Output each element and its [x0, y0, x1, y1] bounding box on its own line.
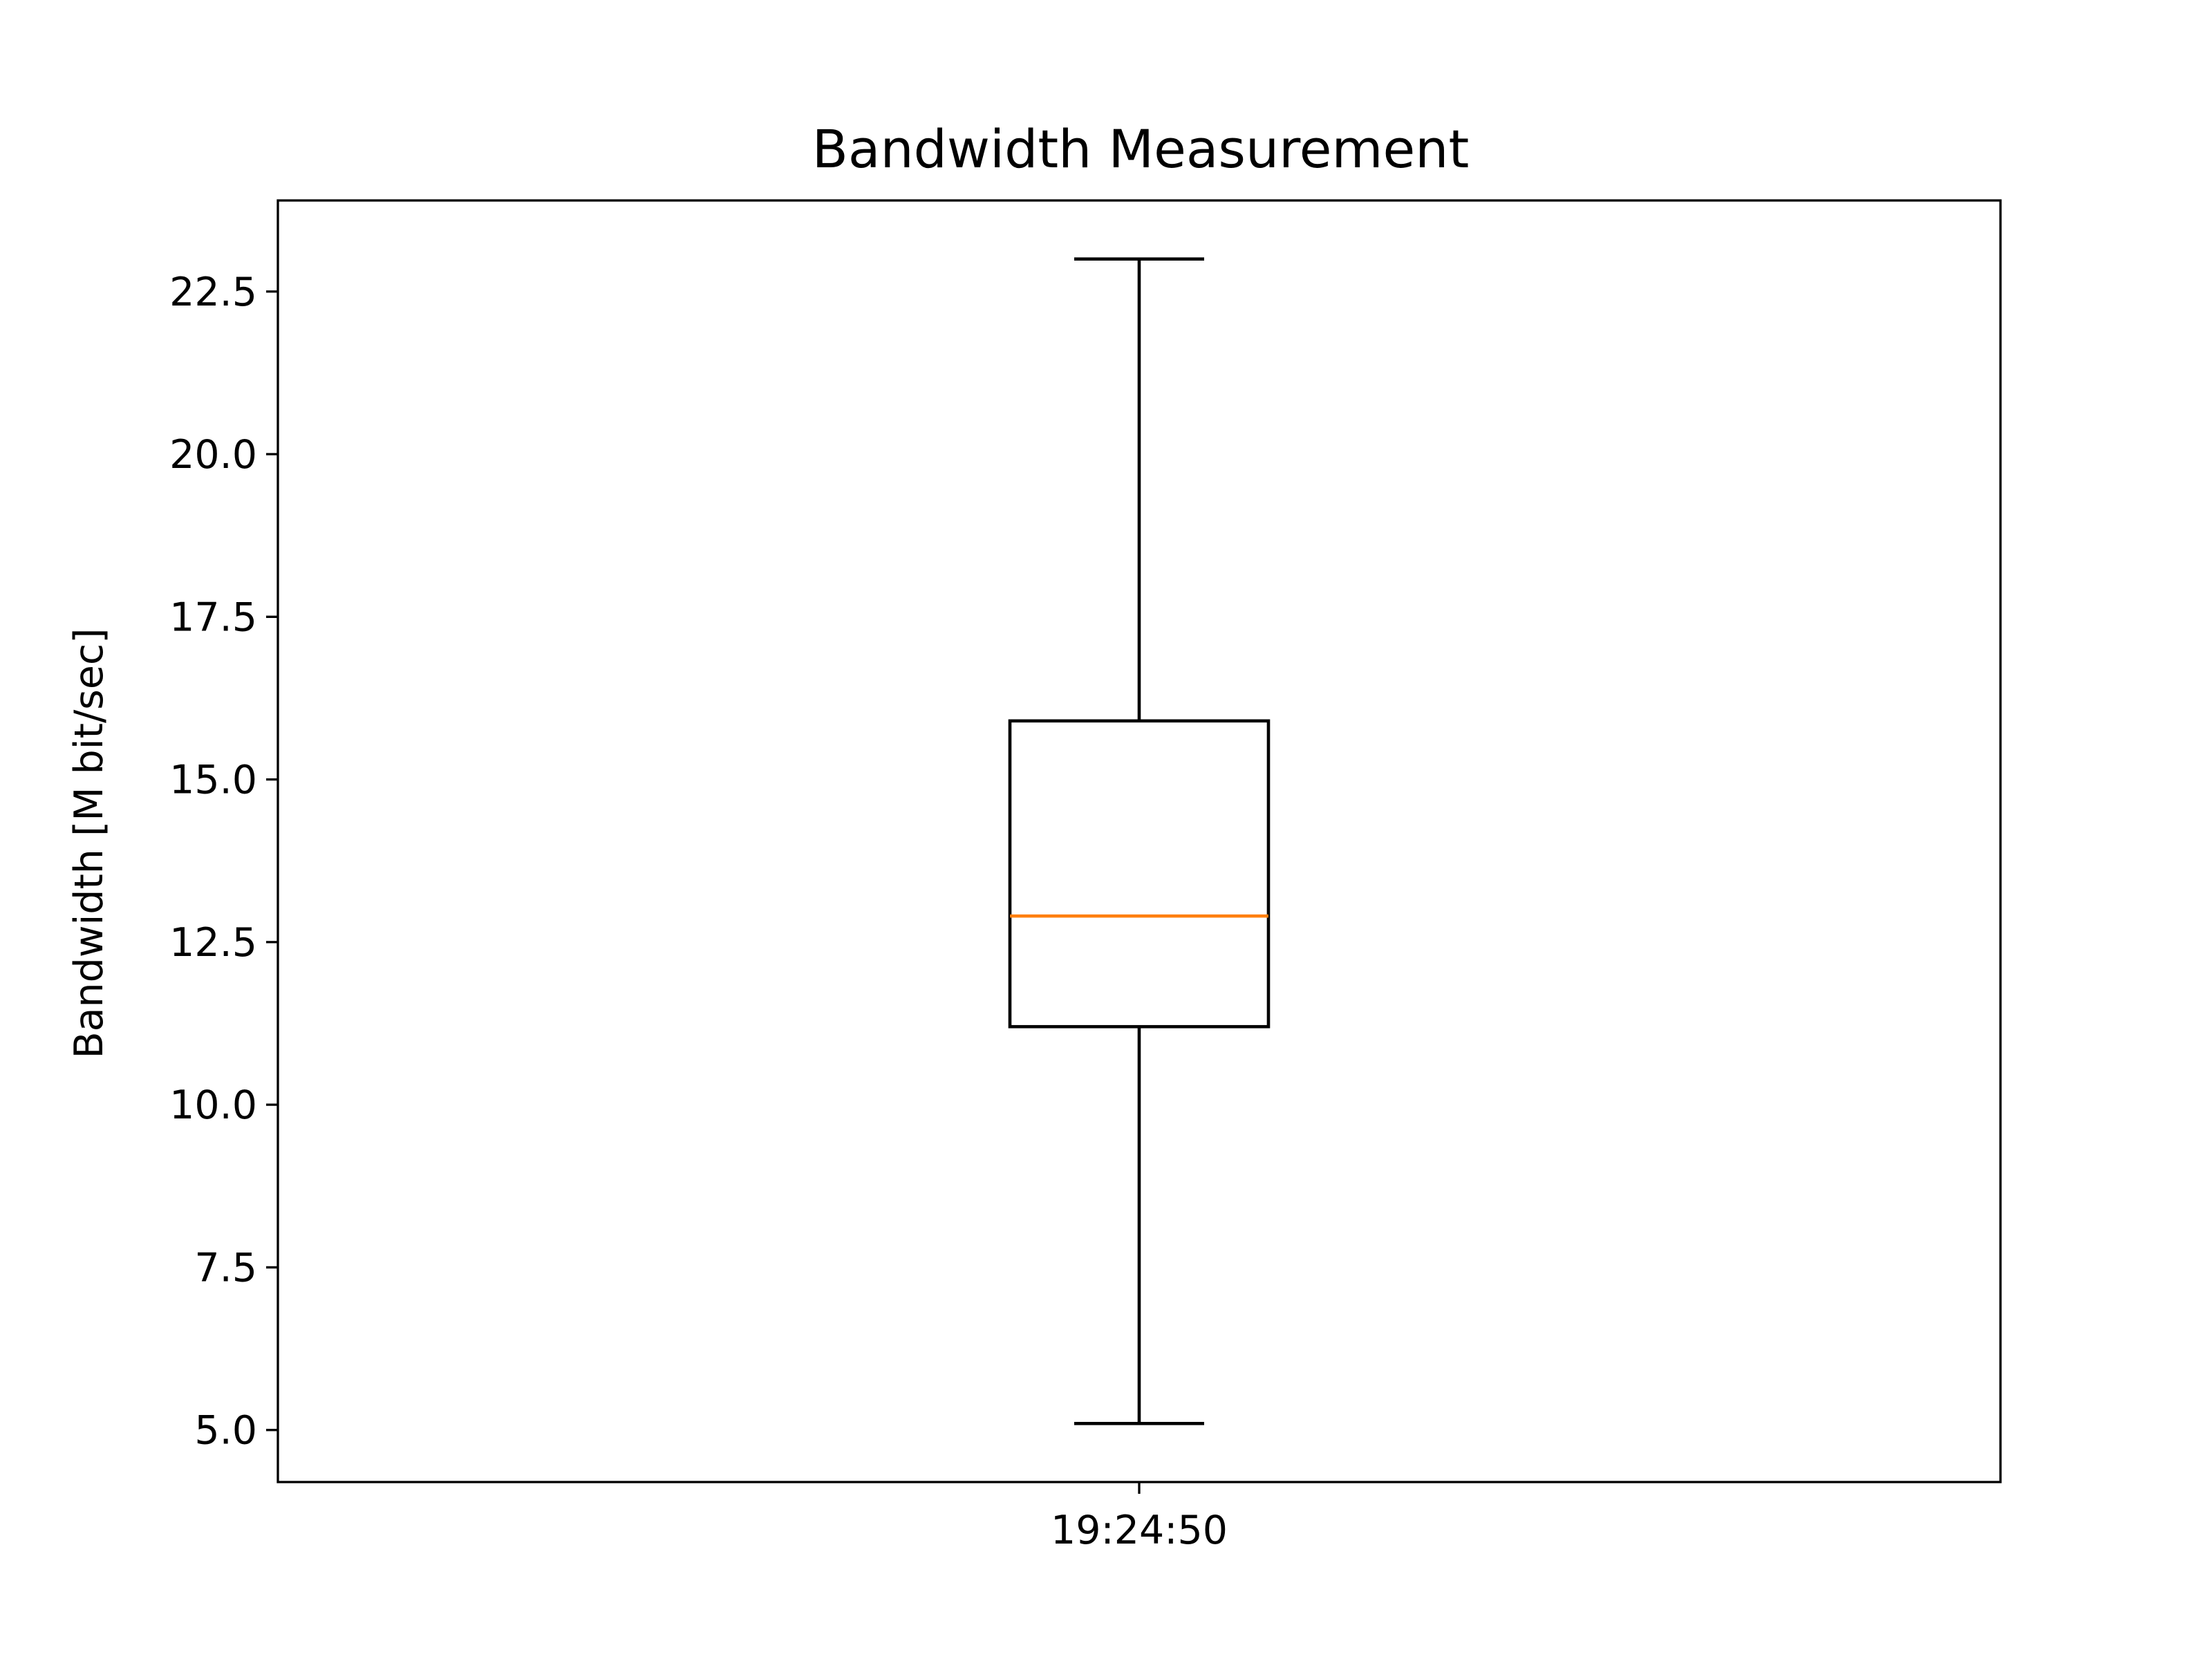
y-axis-label: Bandwidth [M bit/sec] [66, 628, 112, 1058]
y-tick-label: 20.0 [169, 432, 257, 478]
y-tick-label: 7.5 [194, 1245, 257, 1291]
y-tick-label: 12.5 [169, 920, 257, 966]
x-tick-label: 19:24:50 [1051, 1508, 1228, 1553]
y-tick-label: 15.0 [169, 758, 257, 803]
y-tick-label: 17.5 [169, 594, 257, 640]
y-tick-label: 10.0 [169, 1082, 257, 1128]
y-tick-label: 22.5 [169, 270, 257, 315]
box-iqr [1008, 719, 1271, 1029]
y-tick-label: 5.0 [194, 1408, 257, 1454]
plot-area: 5.0 7.5 10.0 12.5 15.0 17.5 20.0 22.5 19:24:50 [169, 199, 2002, 1553]
chart-title: Bandwidth Measurement [812, 118, 1470, 180]
